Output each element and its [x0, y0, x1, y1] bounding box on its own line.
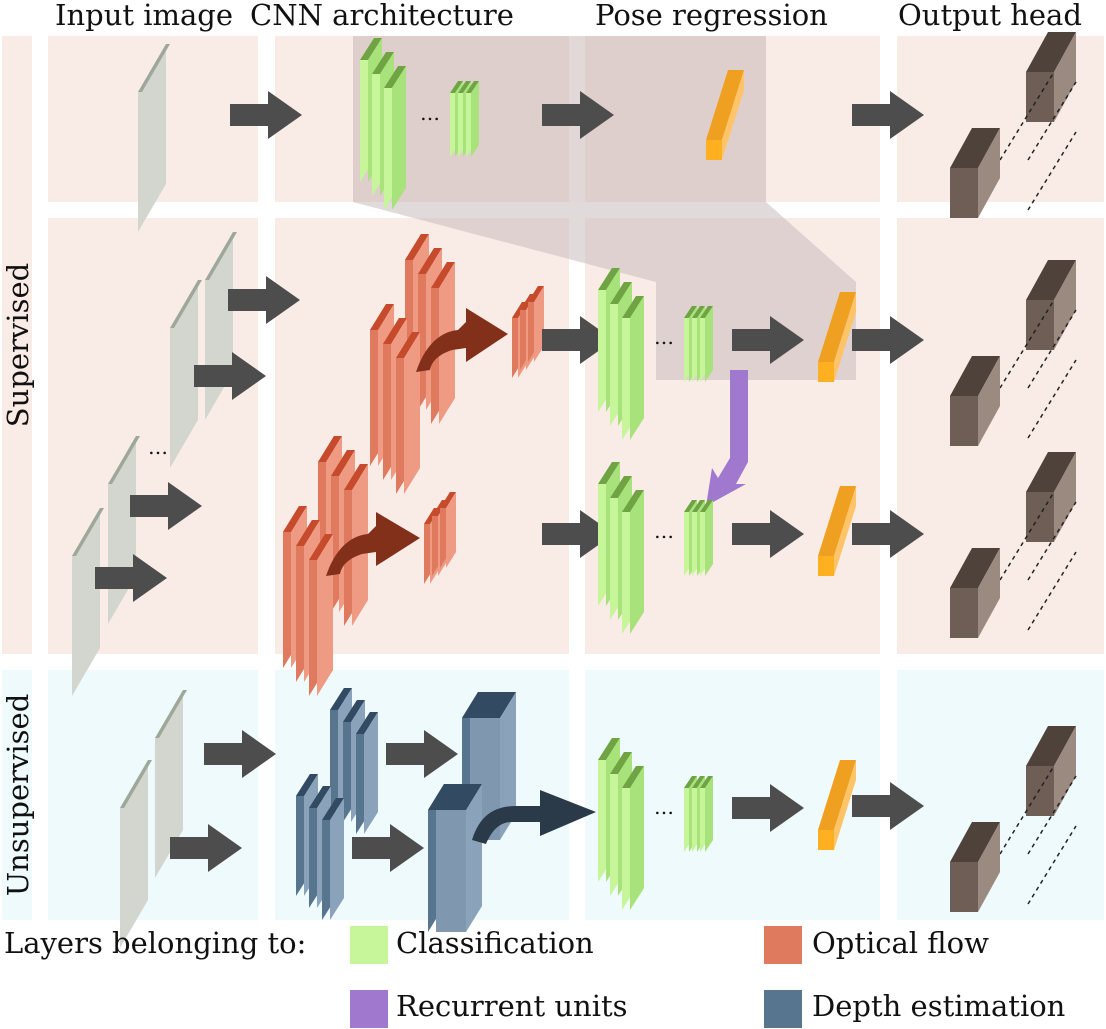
- legend-title: Layers belonging to:: [4, 926, 306, 960]
- legend-label-depth-estimation: Depth estimation: [812, 989, 1065, 1023]
- legend-swatch-classification: [350, 926, 388, 964]
- legend: Layers belonging to: Classification Opti…: [4, 926, 1065, 1028]
- recurrent-arrow: [706, 370, 748, 506]
- unsupervised-row-band: [2, 670, 32, 920]
- supervised-row-band: [2, 36, 32, 654]
- row3-flow-arrow: [326, 512, 420, 576]
- header-cnn-architecture: CNN architecture: [250, 0, 514, 32]
- header-pose-regression: Pose regression: [595, 0, 828, 32]
- legend-label-optical-flow: Optical flow: [812, 926, 989, 960]
- row-label-unsupervised: Unsupervised: [1, 694, 35, 897]
- unsupervised-panels: [48, 670, 1104, 920]
- row4-depth-arrow: [472, 790, 596, 844]
- legend-swatch-optical-flow: [764, 926, 802, 964]
- row3-ellipsis-frames: …: [148, 435, 168, 459]
- row1-ellipsis: …: [420, 101, 440, 125]
- row-label-supervised: Supervised: [1, 263, 35, 427]
- header-output-head: Output head: [898, 0, 1082, 32]
- legend-swatch-depth-estimation: [764, 990, 802, 1028]
- legend-label-classification: Classification: [396, 926, 594, 960]
- header-input-image: Input image: [55, 0, 233, 32]
- legend-swatch-recurrent-units: [350, 990, 388, 1028]
- highlight-region: [353, 36, 856, 380]
- legend-label-recurrent-units: Recurrent units: [396, 989, 628, 1023]
- row4-ellipsis: …: [654, 795, 674, 819]
- row3-ellipsis: …: [654, 519, 674, 543]
- row2-flow-arrow: [416, 308, 508, 372]
- row2-ellipsis: …: [654, 325, 674, 349]
